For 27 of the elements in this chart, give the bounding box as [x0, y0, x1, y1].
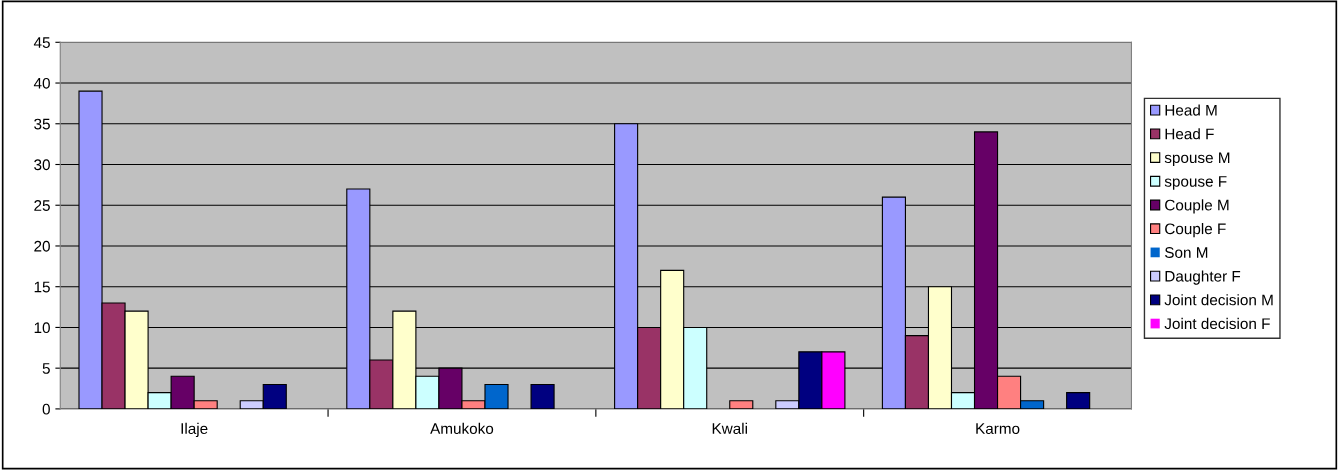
y-tick-label: 20	[34, 240, 50, 252]
legend-label: spouse M	[1164, 152, 1230, 167]
y-tick-label: 45	[33, 37, 50, 48]
x-tick-label: Amukoko	[430, 422, 494, 435]
legend-label: spouse F	[1164, 176, 1227, 190]
y-tick-label: 5	[42, 363, 50, 374]
legend-label: Son M	[1165, 247, 1208, 258]
legend-label: Head F	[1165, 128, 1214, 140]
x-tick-label: Karmo	[976, 423, 1020, 435]
legend-label: Joint decision F	[1164, 317, 1270, 330]
legend-label: Head M	[1165, 104, 1217, 116]
legend-label: Daughter F	[1165, 270, 1241, 285]
y-tick-label: 30	[34, 159, 50, 171]
y-tick-label: 40	[33, 77, 50, 89]
y-tick-label: 15	[34, 281, 50, 293]
bar	[530, 383, 555, 409]
legend-label: Couple F	[1165, 223, 1226, 238]
x-tick-label: Kwali	[712, 422, 747, 435]
bar	[1066, 392, 1091, 409]
bar	[729, 400, 754, 409]
legend-label: Joint decision M	[1164, 294, 1273, 306]
y-tick-label: 0	[42, 403, 50, 415]
x-tick-label: Ilaje	[181, 422, 208, 438]
y-tick-label: 25	[34, 200, 50, 211]
legend-label: Couple M	[1165, 199, 1229, 214]
y-tick-label: 10	[34, 322, 50, 334]
y-tick-label: 35	[34, 118, 50, 130]
